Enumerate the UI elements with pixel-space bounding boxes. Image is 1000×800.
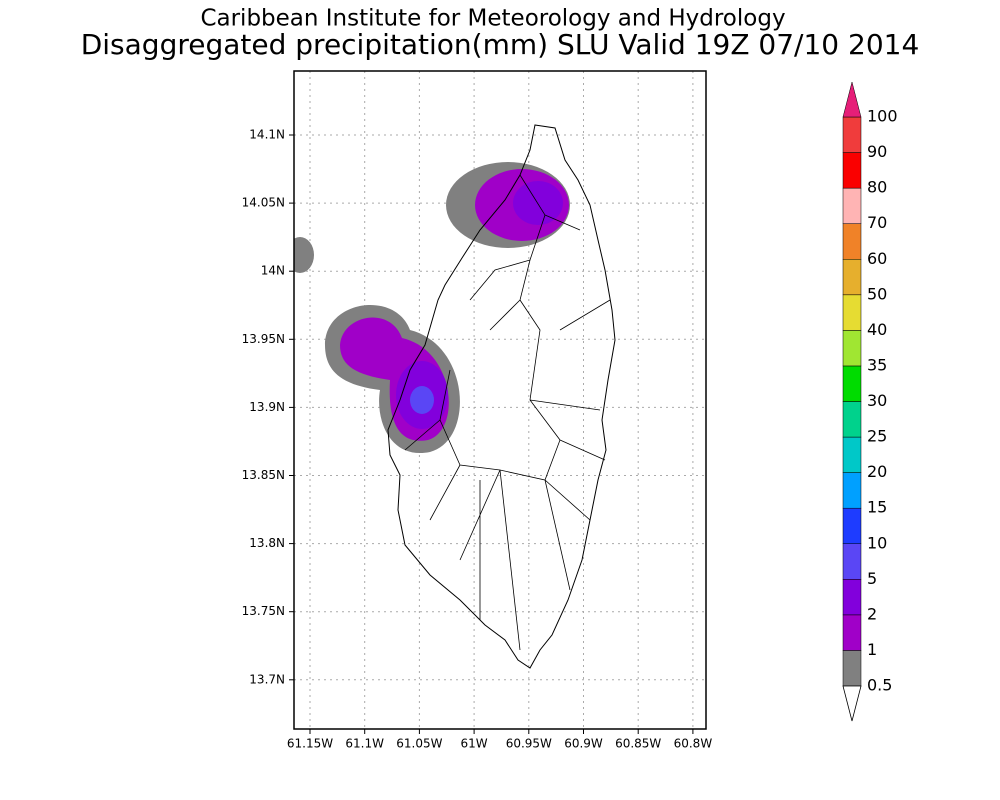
colorbar-segment xyxy=(842,294,862,331)
colorbar-label: 70 xyxy=(867,213,887,232)
precip-area xyxy=(513,181,563,225)
x-tick-label: 60.95W xyxy=(506,737,552,751)
colorbar-segment xyxy=(842,116,862,153)
x-tick-label: 60.85W xyxy=(615,737,661,751)
x-tick-label: 61.05W xyxy=(396,737,442,751)
x-tick-label: 61.15W xyxy=(287,737,333,751)
colorbar-label: 15 xyxy=(867,498,887,517)
x-tick-label: 61W xyxy=(461,737,488,751)
y-tick-label: 13.8N xyxy=(249,536,285,550)
y-tick-label: 13.85N xyxy=(242,468,285,482)
colorbar-segment xyxy=(842,507,862,544)
colorbar-under xyxy=(842,685,862,722)
y-tick-label: 13.95N xyxy=(242,332,285,346)
colorbar-segment xyxy=(842,259,862,296)
colorbar-segment xyxy=(842,579,862,616)
colorbar-label: 50 xyxy=(867,284,887,303)
colorbar-label: 5 xyxy=(867,569,877,588)
title: Caribbean Institute for Meteorology and … xyxy=(200,6,785,32)
colorbar-label: 40 xyxy=(867,320,887,339)
colorbar-label: 60 xyxy=(867,249,887,268)
precip-area xyxy=(294,237,314,273)
colorbar-label: 90 xyxy=(867,142,887,161)
y-tick-label: 14.05N xyxy=(242,196,285,210)
colorbar-label: 1 xyxy=(867,640,877,659)
colorbar-label: 10 xyxy=(867,533,887,552)
colorbar-segment xyxy=(842,223,862,260)
colorbar-segment xyxy=(842,436,862,473)
plot-frame xyxy=(293,70,707,730)
colorbar-segment xyxy=(842,614,862,651)
colorbar-segment xyxy=(842,187,862,224)
watershed-boundaries xyxy=(404,174,611,651)
colorbar-label: 20 xyxy=(867,462,887,481)
colorbar-segment xyxy=(842,543,862,580)
colorbar-label: 100 xyxy=(867,107,898,126)
y-tick-label: 14.1N xyxy=(249,128,285,142)
island-outline xyxy=(387,124,616,669)
colorbar-label: 30 xyxy=(867,391,887,410)
colorbar-segment xyxy=(842,330,862,367)
colorbar-over xyxy=(842,81,862,118)
colorbar-label: 80 xyxy=(867,178,887,197)
colorbar-segment xyxy=(842,650,862,687)
colorbar-label: 35 xyxy=(867,355,887,374)
subtitle: Disaggregated precipitation(mm) SLU Vali… xyxy=(81,28,920,61)
x-tick-label: 60.9W xyxy=(564,737,603,751)
colorbar-segment xyxy=(842,365,862,402)
precip-field xyxy=(294,162,570,454)
y-tick-label: 13.7N xyxy=(249,672,285,686)
colorbar-segment xyxy=(842,401,862,438)
colorbar-segment xyxy=(842,472,862,509)
colorbar-segment xyxy=(842,152,862,189)
y-tick-label: 13.9N xyxy=(249,400,285,414)
colorbar-label: 25 xyxy=(867,427,887,446)
colorbar-label: 0.5 xyxy=(867,676,892,695)
x-tick-label: 61.1W xyxy=(345,737,384,751)
y-tick-label: 13.75N xyxy=(242,604,285,618)
precip-area xyxy=(410,386,434,414)
x-tick-label: 60.8W xyxy=(674,737,713,751)
y-tick-label: 14N xyxy=(261,264,285,278)
colorbar-label: 2 xyxy=(867,604,877,623)
